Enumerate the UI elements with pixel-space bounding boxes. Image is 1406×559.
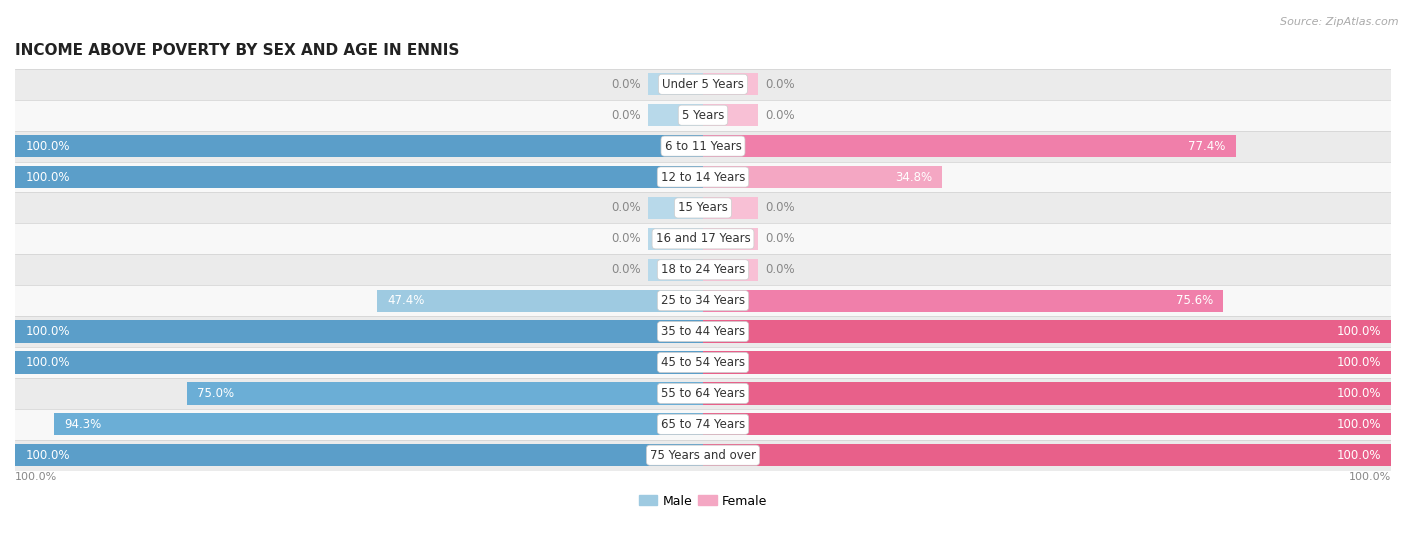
Bar [15, 100, 1391, 131]
Bar [15, 320, 703, 343]
Text: 0.0%: 0.0% [765, 263, 794, 276]
Bar [703, 73, 758, 96]
Bar [703, 290, 1223, 312]
Text: 100.0%: 100.0% [1348, 472, 1391, 482]
Bar [648, 104, 703, 126]
Bar [15, 440, 1391, 471]
Bar [55, 413, 703, 435]
Bar [15, 285, 1391, 316]
Bar [15, 166, 703, 188]
Text: 100.0%: 100.0% [25, 356, 70, 369]
Bar [15, 192, 1391, 224]
Text: 0.0%: 0.0% [612, 108, 641, 122]
Bar [15, 409, 1391, 440]
Text: 100.0%: 100.0% [1336, 356, 1381, 369]
Bar [15, 131, 1391, 162]
Bar [15, 378, 1391, 409]
Text: 47.4%: 47.4% [387, 294, 425, 307]
Bar [15, 347, 1391, 378]
Legend: Male, Female: Male, Female [634, 490, 772, 513]
Text: 55 to 64 Years: 55 to 64 Years [661, 387, 745, 400]
Bar [703, 259, 758, 281]
Text: Source: ZipAtlas.com: Source: ZipAtlas.com [1281, 17, 1399, 27]
Text: 16 and 17 Years: 16 and 17 Years [655, 233, 751, 245]
Bar [703, 135, 1236, 157]
Text: 12 to 14 Years: 12 to 14 Years [661, 170, 745, 183]
Text: 100.0%: 100.0% [25, 325, 70, 338]
Bar [648, 228, 703, 250]
Text: 100.0%: 100.0% [15, 472, 58, 482]
Text: 75 Years and over: 75 Years and over [650, 449, 756, 462]
Text: 0.0%: 0.0% [612, 78, 641, 91]
Text: 65 to 74 Years: 65 to 74 Years [661, 418, 745, 431]
Text: 35 to 44 Years: 35 to 44 Years [661, 325, 745, 338]
Bar [648, 73, 703, 96]
Bar [703, 228, 758, 250]
Text: 100.0%: 100.0% [1336, 449, 1381, 462]
Bar [15, 69, 1391, 100]
Text: 100.0%: 100.0% [25, 140, 70, 153]
Text: 15 Years: 15 Years [678, 201, 728, 215]
Bar [15, 444, 703, 466]
Bar [703, 352, 1391, 373]
Text: 45 to 54 Years: 45 to 54 Years [661, 356, 745, 369]
Text: 100.0%: 100.0% [1336, 325, 1381, 338]
Text: 100.0%: 100.0% [1336, 418, 1381, 431]
Text: 100.0%: 100.0% [25, 170, 70, 183]
Text: 25 to 34 Years: 25 to 34 Years [661, 294, 745, 307]
Text: 0.0%: 0.0% [765, 108, 794, 122]
Bar [703, 320, 1391, 343]
Text: Under 5 Years: Under 5 Years [662, 78, 744, 91]
Bar [703, 104, 758, 126]
Bar [703, 166, 942, 188]
Bar [15, 135, 703, 157]
Text: 34.8%: 34.8% [896, 170, 932, 183]
Bar [15, 316, 1391, 347]
Text: 75.6%: 75.6% [1175, 294, 1213, 307]
Bar [703, 413, 1391, 435]
Text: 6 to 11 Years: 6 to 11 Years [665, 140, 741, 153]
Text: 100.0%: 100.0% [25, 449, 70, 462]
Text: 0.0%: 0.0% [765, 201, 794, 215]
Bar [648, 259, 703, 281]
Text: 0.0%: 0.0% [765, 233, 794, 245]
Text: 94.3%: 94.3% [65, 418, 101, 431]
Bar [15, 162, 1391, 192]
Bar [648, 197, 703, 219]
Text: 75.0%: 75.0% [197, 387, 235, 400]
Text: 0.0%: 0.0% [612, 233, 641, 245]
Text: 77.4%: 77.4% [1188, 140, 1225, 153]
Text: 18 to 24 Years: 18 to 24 Years [661, 263, 745, 276]
Bar [15, 352, 703, 373]
Text: INCOME ABOVE POVERTY BY SEX AND AGE IN ENNIS: INCOME ABOVE POVERTY BY SEX AND AGE IN E… [15, 43, 460, 58]
Bar [377, 290, 703, 312]
Bar [15, 254, 1391, 285]
Text: 0.0%: 0.0% [612, 263, 641, 276]
Text: 0.0%: 0.0% [612, 201, 641, 215]
Text: 5 Years: 5 Years [682, 108, 724, 122]
Bar [703, 444, 1391, 466]
Bar [703, 382, 1391, 405]
Text: 100.0%: 100.0% [1336, 387, 1381, 400]
Text: 0.0%: 0.0% [765, 78, 794, 91]
Bar [187, 382, 703, 405]
Bar [703, 197, 758, 219]
Bar [15, 224, 1391, 254]
